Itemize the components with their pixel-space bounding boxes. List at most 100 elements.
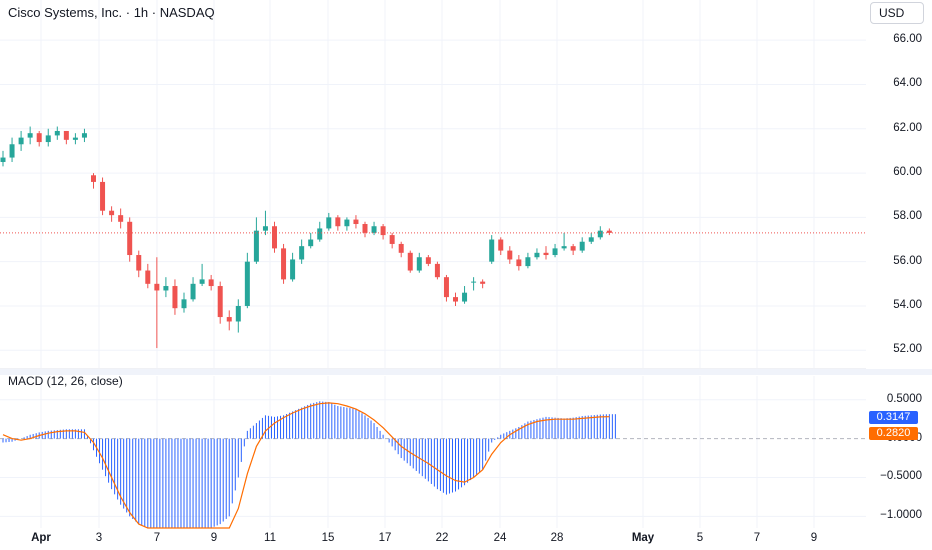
candle-body: [0, 157, 6, 162]
candle-body: [81, 133, 87, 138]
candle-body: [398, 243, 404, 253]
time-tick-label: 15: [321, 532, 335, 544]
candle-body: [100, 181, 106, 211]
macd-indicator-title[interactable]: MACD (12, 26, close): [8, 374, 123, 388]
candle-body: [480, 281, 486, 284]
candle-body: [244, 261, 250, 306]
price-tick-label: 52.00: [893, 343, 922, 356]
candle-body: [54, 130, 60, 136]
candle-body: [579, 241, 585, 251]
candle-body: [317, 228, 323, 240]
candle-body: [453, 297, 458, 302]
candle-body: [570, 246, 576, 251]
candle-body: [217, 286, 223, 318]
candle-body: [136, 255, 142, 271]
candle-body: [525, 257, 531, 267]
candle-body: [353, 219, 359, 225]
candle-body: [118, 215, 124, 222]
candle-body: [389, 235, 395, 244]
candle-body: [208, 279, 214, 287]
time-tick-label: 22: [435, 532, 449, 544]
candle-body: [299, 246, 305, 260]
candle-body: [552, 248, 558, 256]
candle-body: [380, 226, 386, 236]
time-tick-label: 17: [378, 532, 392, 544]
candle-body: [109, 210, 115, 216]
candle-body: [561, 246, 567, 249]
candle-body: [462, 292, 468, 302]
price-tick-label: 66.00: [893, 33, 922, 46]
time-tick-label: 3: [95, 532, 103, 544]
candle-body: [308, 239, 314, 247]
candle-body: [407, 252, 413, 271]
candle-body: [597, 230, 603, 238]
macd-tick-label: 0.5000: [886, 392, 922, 405]
macd-histogram: [2, 401, 616, 528]
symbol-title[interactable]: Cisco Systems, Inc. · 1h · NASDAQ: [8, 5, 215, 20]
candle-body: [335, 217, 341, 227]
candle-body: [534, 252, 540, 258]
candle-body: [127, 221, 133, 256]
candle-body: [36, 133, 42, 143]
candle-body: [172, 286, 178, 309]
signal-line-path: [2, 402, 610, 529]
price-tick-label: 64.00: [893, 77, 922, 90]
candle-body: [272, 226, 277, 249]
time-tick-label: 5: [696, 532, 704, 544]
candle-body: [45, 135, 51, 143]
candle-body: [362, 224, 368, 233]
candle-body: [226, 317, 232, 322]
candle-body: [181, 299, 187, 309]
candle-body: [281, 248, 287, 280]
candle-body: [163, 286, 169, 291]
candle-body: [606, 230, 612, 233]
candle-body: [72, 137, 78, 140]
candle-body: [434, 263, 440, 278]
candle-body: [326, 217, 332, 229]
candle-body: [471, 281, 477, 283]
time-tick-label: 11: [264, 532, 276, 544]
macd-tick-label: −1.0000: [880, 509, 922, 522]
time-tick-label: 9: [810, 532, 818, 544]
candle-body: [154, 283, 160, 291]
candle-body: [516, 259, 522, 267]
time-tick-label: 28: [550, 532, 564, 544]
currency-button[interactable]: USD: [870, 2, 924, 24]
candle-body: [588, 237, 594, 242]
candle-body: [63, 130, 69, 140]
candle-body: [344, 219, 350, 227]
candle-body: [498, 239, 504, 251]
candle-body: [371, 226, 377, 233]
time-tick-label: 24: [493, 532, 507, 544]
candle-body: [262, 226, 268, 231]
candle-body: [145, 270, 151, 284]
time-tick-label: 7: [753, 532, 761, 544]
candle-body: [543, 252, 549, 256]
price-tick-label: 58.00: [893, 210, 922, 223]
candle-body: [9, 144, 15, 158]
candle-body: [18, 137, 24, 145]
candle-body: [489, 239, 495, 262]
signal-value-badge: 0.2820: [869, 426, 918, 440]
time-tick-label: 9: [210, 532, 218, 544]
candle-body: [190, 283, 196, 300]
candle-body: [235, 305, 241, 322]
time-tick-label: Apr: [31, 532, 51, 544]
price-tick-label: 62.00: [893, 121, 922, 134]
candle-body: [27, 133, 33, 138]
price-tick-label: 60.00: [893, 166, 922, 179]
signal-line: [2, 402, 610, 529]
candle-body: [507, 250, 513, 260]
candle-body: [253, 230, 259, 262]
macd-value-badge: 0.3147: [869, 411, 918, 425]
time-tick-label: May: [631, 532, 655, 544]
price-grid: [0, 0, 866, 368]
candle-body: [91, 175, 96, 182]
price-tick-label: 54.00: [893, 298, 922, 311]
macd-tick-label: −0.5000: [880, 470, 922, 483]
candles: [0, 126, 612, 349]
candle-body: [443, 277, 449, 298]
price-tick-label: 56.00: [893, 254, 922, 267]
candle-body: [199, 279, 205, 284]
